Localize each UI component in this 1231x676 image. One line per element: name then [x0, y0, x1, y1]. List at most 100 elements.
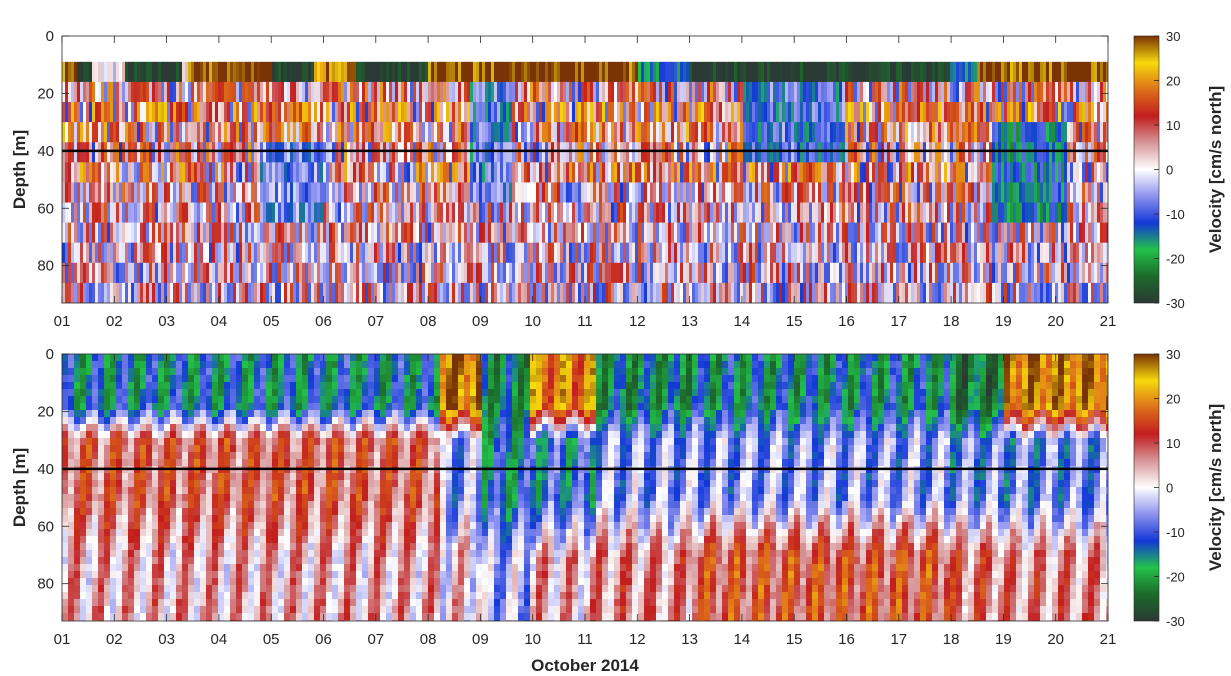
heat-cell: [134, 403, 141, 411]
heat-cell: [110, 102, 114, 123]
heat-cell: [611, 142, 615, 163]
heat-cell: [1007, 282, 1011, 303]
heat-cell: [503, 102, 507, 123]
heat-cell: [977, 122, 981, 143]
heat-cell: [251, 202, 255, 224]
heat-cell: [1046, 202, 1050, 224]
heat-cell: [1028, 262, 1032, 284]
heat-cell: [944, 102, 948, 123]
heat-cell: [140, 403, 147, 411]
heat-cell: [122, 142, 126, 163]
heat-cell: [437, 142, 441, 163]
heat-cell: [152, 403, 159, 411]
heat-cell: [530, 222, 534, 244]
heat-cell: [749, 142, 753, 163]
heat-cell: [716, 122, 720, 143]
heat-cell: [716, 102, 720, 123]
heat-cell: [923, 282, 927, 303]
heat-cell: [68, 599, 75, 607]
heat-cell: [224, 262, 228, 284]
heat-cell: [92, 613, 99, 621]
heat-cell: [284, 262, 288, 284]
heat-cell: [74, 417, 81, 425]
heat-cell: [842, 202, 846, 224]
heat-cell: [467, 282, 471, 303]
heat-cell: [476, 122, 480, 143]
heat-cell: [197, 122, 201, 143]
heat-cell: [620, 162, 624, 183]
heat-cell: [92, 431, 99, 439]
heat-cell: [704, 162, 708, 183]
heat-cell: [362, 122, 366, 143]
heat-cell: [821, 242, 825, 264]
heat-cell: [518, 102, 522, 123]
heat-cell: [338, 182, 342, 204]
heat-cell: [665, 242, 669, 264]
heat-cell: [317, 222, 321, 244]
heat-cell: [878, 102, 882, 123]
heat-cell: [1088, 142, 1092, 163]
heat-cell: [1037, 222, 1041, 244]
heat-cell: [443, 242, 447, 264]
heat-cell: [188, 81, 192, 103]
heat-cell: [953, 262, 957, 284]
heat-cell: [944, 61, 948, 83]
heat-cell: [128, 262, 132, 284]
heat-cell: [290, 162, 294, 183]
heat-cell: [623, 242, 627, 264]
heat-cell: [779, 182, 783, 204]
heat-cell: [722, 61, 726, 83]
heat-cell: [605, 162, 609, 183]
heat-cell: [146, 438, 153, 446]
heat-cell: [809, 182, 813, 204]
heat-cell: [812, 102, 816, 123]
heat-cell: [140, 182, 144, 204]
heat-cell: [548, 61, 552, 83]
heat-cell: [1076, 61, 1080, 83]
heat-cell: [122, 368, 129, 376]
heat-cell: [785, 142, 789, 163]
heat-cell: [239, 61, 243, 83]
heat-cell: [947, 61, 951, 83]
heat-cell: [686, 222, 690, 244]
heat-cell: [995, 262, 999, 284]
heat-cell: [599, 61, 603, 83]
heat-cell: [380, 242, 384, 264]
heat-cell: [227, 202, 231, 224]
heat-cell: [371, 262, 375, 284]
heat-cell: [422, 162, 426, 183]
heat-cell: [293, 282, 297, 303]
heat-cell: [752, 262, 756, 284]
heat-cell: [902, 81, 906, 103]
heat-cell: [590, 81, 594, 103]
heat-cell: [761, 282, 765, 303]
heat-cell: [596, 182, 600, 204]
heat-cell: [1028, 182, 1032, 204]
heat-cell: [563, 122, 567, 143]
heat-cell: [290, 81, 294, 103]
heat-cell: [1061, 182, 1065, 204]
heat-cell: [515, 242, 519, 264]
heat-cell: [140, 445, 147, 453]
heat-cell: [1085, 242, 1089, 264]
heat-cell: [662, 122, 666, 143]
heat-cell: [713, 142, 717, 163]
heat-cell: [938, 182, 942, 204]
heat-cell: [719, 262, 723, 284]
heat-cell: [245, 162, 249, 183]
heat-cell: [998, 61, 1002, 83]
heat-cell: [587, 262, 591, 284]
heat-cell: [305, 182, 309, 204]
heat-cell: [311, 262, 315, 284]
heat-cell: [95, 61, 99, 83]
heat-cell: [896, 202, 900, 224]
heat-cell: [68, 242, 72, 264]
heat-cell: [143, 162, 147, 183]
heat-cell: [86, 81, 90, 103]
heat-cell: [458, 262, 462, 284]
heat-cell: [164, 585, 171, 593]
heat-cell: [920, 222, 924, 244]
heat-cell: [458, 102, 462, 123]
heat-cell: [1070, 282, 1074, 303]
heat-cell: [401, 162, 405, 183]
